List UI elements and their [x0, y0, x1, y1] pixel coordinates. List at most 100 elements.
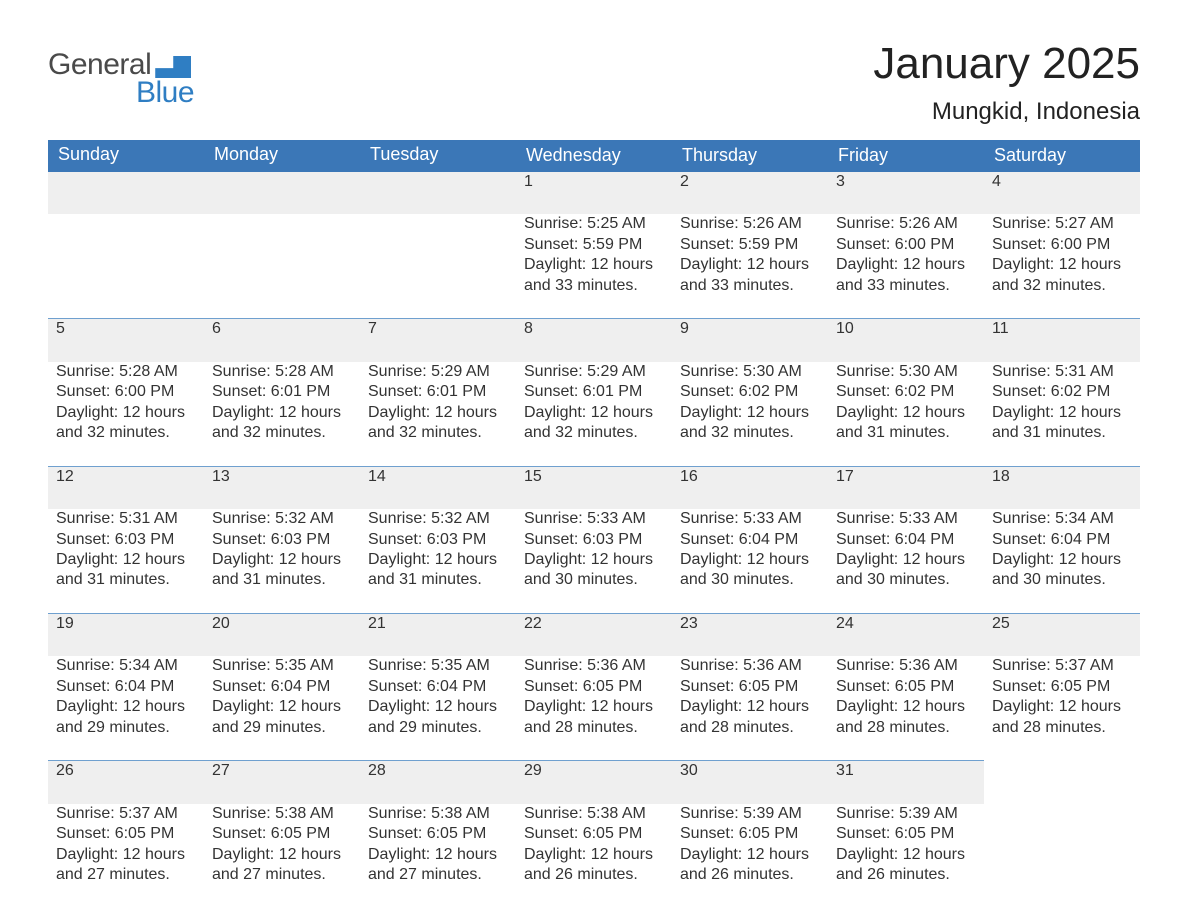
day-cell: Sunrise: 5:38 AMSunset: 6:05 PMDaylight:… — [516, 804, 672, 908]
day-cell: Sunrise: 5:30 AMSunset: 6:02 PMDaylight:… — [828, 362, 984, 466]
daylight-line-1: Daylight: 12 hours — [212, 403, 352, 423]
sunrise-line: Sunrise: 5:35 AM — [212, 656, 352, 676]
day-number: 16 — [672, 466, 828, 509]
header-row: General Blue January 2025 Mungkid, Indon… — [48, 40, 1140, 126]
sunrise-line: Sunrise: 5:36 AM — [524, 656, 664, 676]
sunset-line: Sunset: 6:02 PM — [992, 382, 1132, 402]
sunset-line: Sunset: 6:00 PM — [56, 382, 196, 402]
daylight-line-1: Daylight: 12 hours — [836, 550, 976, 570]
daylight-line-2: and 29 minutes. — [212, 718, 352, 738]
sunset-line: Sunset: 6:05 PM — [680, 824, 820, 844]
daylight-line-2: and 26 minutes. — [524, 865, 664, 885]
day-cell: Sunrise: 5:32 AMSunset: 6:03 PMDaylight:… — [204, 509, 360, 613]
daylight-line-2: and 28 minutes. — [836, 718, 976, 738]
daylight-line-2: and 29 minutes. — [368, 718, 508, 738]
title-block: January 2025 Mungkid, Indonesia — [873, 40, 1140, 126]
daylight-line-2: and 33 minutes. — [680, 276, 820, 296]
day-number: 8 — [516, 319, 672, 362]
day-number: 21 — [360, 613, 516, 656]
day-number: 10 — [828, 319, 984, 362]
sunset-line: Sunset: 6:05 PM — [524, 677, 664, 697]
location-label: Mungkid, Indonesia — [873, 98, 1140, 126]
sunrise-line: Sunrise: 5:39 AM — [836, 804, 976, 824]
daylight-line-1: Daylight: 12 hours — [836, 697, 976, 717]
sunset-line: Sunset: 5:59 PM — [524, 235, 664, 255]
weekday-header: Friday — [828, 140, 984, 172]
sunrise-line: Sunrise: 5:29 AM — [524, 362, 664, 382]
sunrise-line: Sunrise: 5:33 AM — [836, 509, 976, 529]
sunrise-line: Sunrise: 5:35 AM — [368, 656, 508, 676]
sunset-line: Sunset: 6:04 PM — [56, 677, 196, 697]
day-number: 23 — [672, 613, 828, 656]
day-number: 11 — [984, 319, 1140, 362]
day-number: 25 — [984, 613, 1140, 656]
day-cell: Sunrise: 5:26 AMSunset: 5:59 PMDaylight:… — [672, 214, 828, 318]
daylight-line-2: and 27 minutes. — [212, 865, 352, 885]
sunset-line: Sunset: 6:04 PM — [836, 530, 976, 550]
sunrise-line: Sunrise: 5:26 AM — [836, 214, 976, 234]
daylight-line-1: Daylight: 12 hours — [368, 697, 508, 717]
daylight-line-1: Daylight: 12 hours — [992, 255, 1132, 275]
calendar-page: General Blue January 2025 Mungkid, Indon… — [0, 0, 1188, 918]
day-detail-row: Sunrise: 5:37 AMSunset: 6:05 PMDaylight:… — [48, 804, 1140, 908]
sunrise-line: Sunrise: 5:33 AM — [680, 509, 820, 529]
day-cell: Sunrise: 5:38 AMSunset: 6:05 PMDaylight:… — [360, 804, 516, 908]
day-cell: Sunrise: 5:34 AMSunset: 6:04 PMDaylight:… — [48, 656, 204, 760]
daylight-line-1: Daylight: 12 hours — [524, 845, 664, 865]
daylight-line-2: and 27 minutes. — [56, 865, 196, 885]
daylight-line-2: and 30 minutes. — [992, 570, 1132, 590]
sunrise-line: Sunrise: 5:30 AM — [680, 362, 820, 382]
day-cell: Sunrise: 5:39 AMSunset: 6:05 PMDaylight:… — [672, 804, 828, 908]
sunrise-line: Sunrise: 5:36 AM — [836, 656, 976, 676]
day-detail-row: Sunrise: 5:31 AMSunset: 6:03 PMDaylight:… — [48, 509, 1140, 613]
day-number: 12 — [48, 466, 204, 509]
daylight-line-1: Daylight: 12 hours — [836, 403, 976, 423]
daylight-line-1: Daylight: 12 hours — [212, 845, 352, 865]
weekday-header: Thursday — [672, 140, 828, 172]
sunrise-line: Sunrise: 5:30 AM — [836, 362, 976, 382]
day-cell: Sunrise: 5:32 AMSunset: 6:03 PMDaylight:… — [360, 509, 516, 613]
empty-cell — [48, 214, 204, 318]
sunrise-line: Sunrise: 5:37 AM — [992, 656, 1132, 676]
sunset-line: Sunset: 6:05 PM — [56, 824, 196, 844]
weekday-header: Monday — [204, 140, 360, 172]
day-number: 5 — [48, 319, 204, 362]
day-detail-row: Sunrise: 5:34 AMSunset: 6:04 PMDaylight:… — [48, 656, 1140, 760]
day-number: 6 — [204, 319, 360, 362]
sunset-line: Sunset: 6:05 PM — [992, 677, 1132, 697]
empty-cell — [360, 214, 516, 318]
day-number: 13 — [204, 466, 360, 509]
daylight-line-2: and 30 minutes. — [836, 570, 976, 590]
sunrise-line: Sunrise: 5:32 AM — [212, 509, 352, 529]
calendar-table: SundayMondayTuesdayWednesdayThursdayFrid… — [48, 140, 1140, 907]
daylight-line-1: Daylight: 12 hours — [212, 697, 352, 717]
weekday-header: Tuesday — [360, 140, 516, 172]
day-number: 27 — [204, 761, 360, 804]
sunset-line: Sunset: 6:01 PM — [212, 382, 352, 402]
day-number: 3 — [828, 172, 984, 214]
daylight-line-1: Daylight: 12 hours — [368, 403, 508, 423]
daylight-line-2: and 31 minutes. — [836, 423, 976, 443]
empty-cell — [360, 172, 516, 214]
sunrise-line: Sunrise: 5:31 AM — [992, 362, 1132, 382]
empty-cell — [204, 172, 360, 214]
day-cell: Sunrise: 5:37 AMSunset: 6:05 PMDaylight:… — [48, 804, 204, 908]
daylight-line-1: Daylight: 12 hours — [56, 697, 196, 717]
day-number: 7 — [360, 319, 516, 362]
day-number-row: 1234 — [48, 172, 1140, 214]
sunset-line: Sunset: 5:59 PM — [680, 235, 820, 255]
daylight-line-2: and 33 minutes. — [524, 276, 664, 296]
weekday-header: Wednesday — [516, 140, 672, 172]
daylight-line-1: Daylight: 12 hours — [836, 255, 976, 275]
day-cell: Sunrise: 5:25 AMSunset: 5:59 PMDaylight:… — [516, 214, 672, 318]
weekday-header: Saturday — [984, 140, 1140, 172]
sunrise-line: Sunrise: 5:34 AM — [992, 509, 1132, 529]
sunset-line: Sunset: 6:03 PM — [212, 530, 352, 550]
empty-cell — [984, 761, 1140, 804]
daylight-line-2: and 30 minutes. — [524, 570, 664, 590]
daylight-line-1: Daylight: 12 hours — [524, 403, 664, 423]
day-cell: Sunrise: 5:27 AMSunset: 6:00 PMDaylight:… — [984, 214, 1140, 318]
sunrise-line: Sunrise: 5:33 AM — [524, 509, 664, 529]
sunset-line: Sunset: 6:05 PM — [368, 824, 508, 844]
day-number: 31 — [828, 761, 984, 804]
